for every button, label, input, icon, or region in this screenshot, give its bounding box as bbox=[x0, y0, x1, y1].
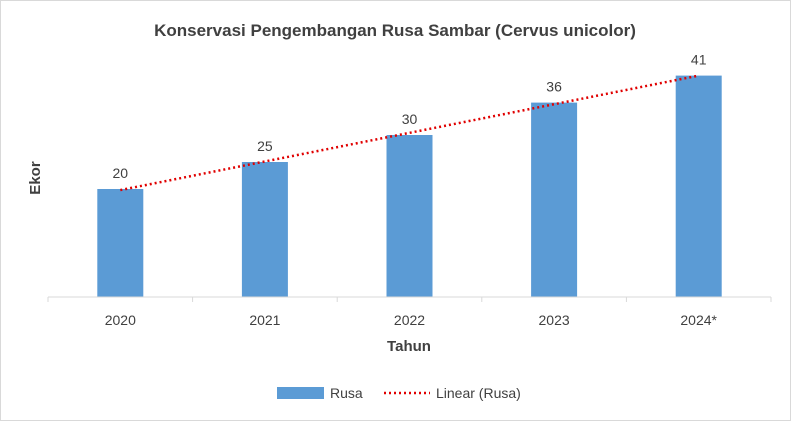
data-label-2024: 41 bbox=[691, 52, 707, 68]
chart-title: Konservasi Pengembangan Rusa Sambar (Cer… bbox=[154, 21, 636, 40]
x-tick-2022: 2022 bbox=[394, 312, 425, 328]
legend: Rusa Linear (Rusa) bbox=[277, 385, 521, 401]
bar-2021 bbox=[241, 162, 288, 297]
x-tick-2020: 2020 bbox=[105, 312, 136, 328]
y-axis-title: Ekor bbox=[27, 161, 44, 195]
x-tick-2024: 2024* bbox=[680, 312, 717, 328]
legend-label-rusa: Rusa bbox=[330, 385, 363, 401]
bar-2020 bbox=[97, 189, 144, 297]
data-label-2022: 30 bbox=[402, 111, 418, 127]
bar-2022 bbox=[386, 135, 433, 297]
x-tick-2021: 2021 bbox=[249, 312, 280, 328]
legend-swatch-rusa bbox=[277, 387, 324, 399]
x-axis-title: Tahun bbox=[387, 338, 431, 355]
trendline-linear-rusa bbox=[120, 74, 699, 192]
bar-2024 bbox=[675, 75, 722, 297]
data-label-2023: 36 bbox=[546, 79, 562, 95]
data-label-2020: 20 bbox=[113, 165, 129, 181]
x-tick-2023: 2023 bbox=[539, 312, 570, 328]
legend-label-trendline: Linear (Rusa) bbox=[436, 385, 521, 401]
bar-2023 bbox=[531, 102, 578, 297]
data-label-2021: 25 bbox=[257, 138, 273, 154]
